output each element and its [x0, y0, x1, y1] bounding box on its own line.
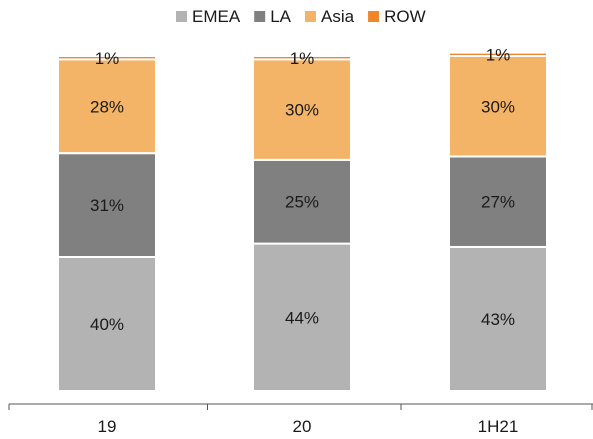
legend-swatch-asia: [304, 11, 316, 22]
bar-segment-row-20: [252, 55, 352, 61]
bar-segment-row-1h21: [448, 51, 548, 58]
legend-label-la: LA: [270, 7, 291, 26]
data-label-asia-19: 28%: [90, 97, 124, 116]
data-label-row-1h21: 1%: [486, 46, 511, 65]
legend-label-asia: Asia: [321, 7, 355, 26]
legend-swatch-la: [254, 11, 266, 22]
bars: 40% 31% 28% 1% 44% 25% 30% 1% 43% 27% 30% 1%: [57, 46, 548, 392]
x-tick-label-1h21: 1H21: [478, 417, 519, 436]
bar-segment-la-1h21: [448, 155, 548, 248]
x-tick-label-19: 19: [98, 417, 117, 436]
data-label-asia-1h21: 30%: [481, 97, 515, 116]
data-label-emea-1h21: 43%: [481, 310, 515, 329]
bar-segment-asia-1h21: [448, 55, 548, 158]
data-label-row-19: 1%: [95, 49, 120, 68]
x-tick-label-20: 20: [293, 417, 312, 436]
bar-segment-asia-20: [252, 58, 352, 161]
bar-segment-row-19: [57, 55, 157, 61]
bar-segment-emea-1h21: [448, 245, 548, 392]
data-label-la-1h21: 27%: [481, 193, 515, 212]
data-label-asia-20: 30%: [285, 101, 319, 120]
legend-label-row: ROW: [384, 7, 426, 26]
data-label-la-20: 25%: [285, 193, 319, 212]
x-axis: 19 20 1H21: [8, 403, 593, 436]
legend-swatch-emea: [176, 11, 187, 22]
legend-label-emea: EMEA: [192, 7, 241, 26]
bar-segment-emea-20: [252, 242, 352, 392]
data-label-emea-20: 44%: [285, 308, 319, 327]
bar-segment-la-19: [57, 152, 157, 258]
legend-swatch-row: [368, 11, 380, 22]
legend: EMEA LA Asia ROW: [176, 7, 426, 26]
data-label-emea-19: 40%: [90, 315, 124, 334]
bar-segment-emea-19: [57, 256, 157, 392]
data-label-row-20: 1%: [290, 49, 315, 68]
data-label-la-19: 31%: [90, 196, 124, 215]
